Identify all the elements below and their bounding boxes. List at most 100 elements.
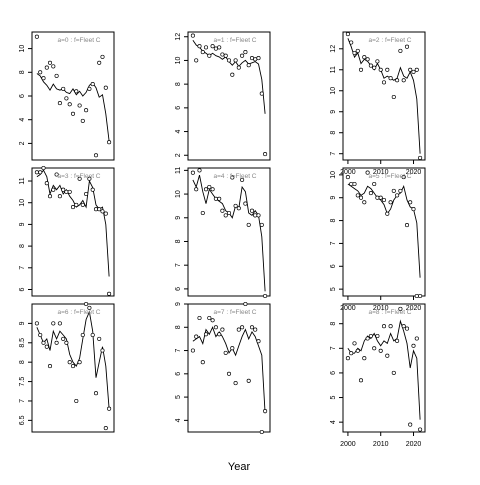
data-point xyxy=(349,351,354,356)
data-point xyxy=(401,175,406,180)
data-point xyxy=(352,50,357,56)
data-point xyxy=(230,346,235,351)
x-tick-label: 2000 xyxy=(340,305,356,312)
y-tick-label: 8 xyxy=(19,70,26,74)
y-tick-label: 10 xyxy=(330,171,337,179)
data-point xyxy=(38,70,43,75)
data-point xyxy=(398,306,403,311)
data-point xyxy=(61,187,66,192)
data-point xyxy=(259,429,264,435)
data-point xyxy=(391,370,396,375)
data-point xyxy=(236,327,241,332)
y-tick-label: 8 xyxy=(330,219,337,223)
y-tick-label: 7 xyxy=(330,152,337,156)
y-tick-label: 7 xyxy=(19,399,26,403)
data-point xyxy=(54,73,59,78)
data-point xyxy=(47,364,53,369)
data-point xyxy=(352,181,357,187)
data-point xyxy=(414,336,419,341)
data-point xyxy=(233,381,238,386)
data-point xyxy=(41,76,46,81)
panel-6: 4 5 6 7 8 9 a=7 : f=Fleet C xyxy=(175,301,271,435)
data-point xyxy=(378,195,383,200)
y-tick-label: 6 xyxy=(175,287,182,291)
y-tick-label: 6 xyxy=(19,287,26,291)
panel-title: a=6 : f=Fleet C xyxy=(58,309,101,316)
y-tick-label: 6 xyxy=(175,372,182,376)
y-tick-label: 7 xyxy=(330,346,337,350)
fitted-line xyxy=(347,319,421,420)
data-point xyxy=(230,175,235,180)
data-point xyxy=(233,203,238,208)
data-point xyxy=(44,181,49,186)
data-point xyxy=(34,170,39,175)
data-point xyxy=(408,67,413,72)
y-tick-label: 2 xyxy=(175,153,182,157)
y-tick-label: 7 xyxy=(175,348,182,352)
data-point xyxy=(67,360,72,365)
panel-title: a=5 : f=Fleet C xyxy=(369,173,412,180)
data-point xyxy=(375,195,380,200)
data-point xyxy=(93,391,99,396)
data-point xyxy=(404,223,410,228)
data-point xyxy=(41,165,46,171)
data-point xyxy=(414,67,419,72)
data-point xyxy=(34,34,39,39)
panel-4: 2 4 6 8 10 12 a=1 : f=Fleet C xyxy=(175,31,271,161)
data-point xyxy=(70,364,76,369)
data-point xyxy=(87,305,92,310)
data-point xyxy=(246,378,251,383)
y-tick-label: 11 xyxy=(19,177,26,184)
data-point xyxy=(388,76,393,81)
data-point xyxy=(256,339,261,344)
data-point xyxy=(372,346,377,351)
data-point xyxy=(404,44,410,49)
y-tick-label: 6 xyxy=(330,264,337,268)
y-tick-label: 6.5 xyxy=(19,415,26,425)
data-point xyxy=(372,65,377,70)
data-point xyxy=(411,343,416,348)
data-point xyxy=(97,207,102,212)
data-point xyxy=(355,348,360,353)
data-point xyxy=(220,327,225,332)
panel-frame xyxy=(31,167,115,297)
data-point xyxy=(395,78,400,83)
y-tick-label: 11 xyxy=(330,66,337,73)
y-tick-label: 4 xyxy=(19,118,26,122)
data-point xyxy=(84,108,89,113)
panel-frame xyxy=(31,31,115,161)
x-tick-label: 2020 xyxy=(406,305,422,312)
y-tick-label: 8 xyxy=(175,239,182,243)
data-point xyxy=(352,341,357,346)
data-point xyxy=(372,181,377,187)
data-point xyxy=(236,206,241,211)
data-point xyxy=(362,356,367,361)
panel-2: 6 7 8 9 10 11 a=3 : f=Fleet C xyxy=(19,165,115,297)
panel-frame xyxy=(31,303,115,433)
data-point xyxy=(200,360,205,365)
y-tick-label: 5 xyxy=(175,395,182,399)
data-point xyxy=(200,210,205,216)
data-point xyxy=(44,344,49,349)
data-point xyxy=(194,334,199,339)
data-point xyxy=(103,211,108,216)
data-point xyxy=(418,155,423,160)
data-point xyxy=(236,65,241,70)
data-point xyxy=(408,200,413,205)
data-point xyxy=(190,170,195,175)
data-point xyxy=(90,332,95,338)
fitted-line xyxy=(347,183,421,278)
y-tick-label: 8 xyxy=(19,244,26,248)
data-point xyxy=(220,52,225,57)
data-point xyxy=(246,222,251,227)
y-tick-label: 12 xyxy=(175,33,182,41)
y-tick-label: 2 xyxy=(19,141,26,145)
data-point xyxy=(230,72,235,77)
data-point xyxy=(84,301,89,307)
data-point xyxy=(107,406,112,411)
panel-frame xyxy=(187,167,271,297)
data-point xyxy=(368,63,373,68)
panel-frame xyxy=(342,167,426,297)
x-tick-label: 2000 xyxy=(340,441,356,448)
